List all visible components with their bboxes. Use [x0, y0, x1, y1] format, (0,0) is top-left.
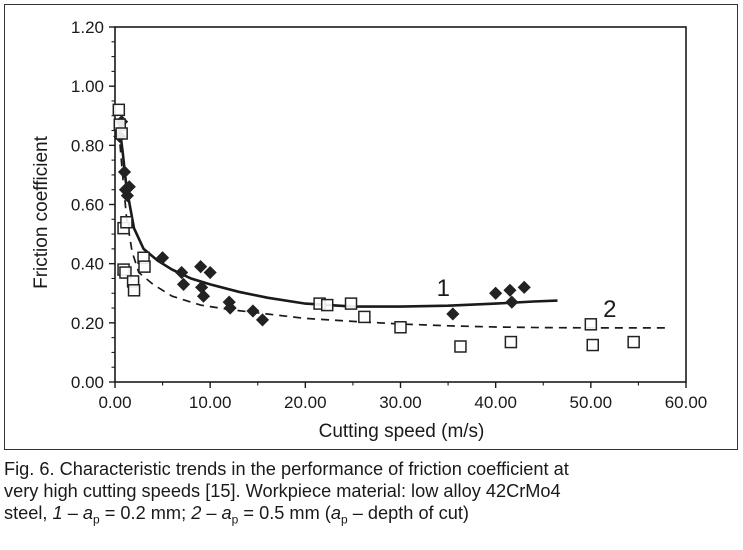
data-point-series-2: [119, 266, 132, 279]
caption-line-1: Fig. 6. Characteristic trends in the per…: [4, 459, 569, 479]
x-tick-label: 10.00: [189, 393, 232, 412]
series-annotation-2: 2: [603, 296, 616, 323]
data-point-series-1: [246, 304, 260, 318]
annotation-layer: 12: [437, 275, 617, 323]
data-point-series-1: [117, 165, 132, 179]
ticks-layer: 0.00 10.00 20.00 30.00 40.00 50.00 60.00 0.00 0.…: [71, 18, 707, 412]
data-point-series-2: [320, 298, 334, 312]
data-point-series-2: [138, 260, 151, 273]
data-point-series-1: [503, 283, 517, 297]
data-point-series-2: [454, 340, 467, 353]
data-point-series-1: [489, 286, 503, 300]
data-point-series-1: [196, 289, 211, 303]
data-point-series-2: [627, 335, 640, 349]
data-point-series-2: [115, 127, 128, 140]
data-point-series-2: [120, 216, 133, 229]
caption-ap-2-sub: p: [231, 512, 239, 527]
data-point-series-2: [112, 103, 126, 117]
data-point-series-2: [504, 335, 518, 349]
trend-line-series-2: [117, 130, 667, 329]
x-tick-label: 50.00: [570, 393, 613, 412]
x-tick-label: 30.00: [379, 393, 422, 412]
data-point-series-2: [584, 318, 598, 331]
data-point-series-2: [394, 321, 407, 334]
data-point-series-1: [255, 313, 270, 327]
caption-ap-2: a: [221, 503, 232, 523]
caption-line-2: very high cutting speeds [15]. Workpiece…: [4, 481, 561, 501]
caption-ap-3-sub: p: [340, 512, 348, 527]
x-tick-label: 60.00: [665, 393, 708, 412]
data-point-series-2: [358, 310, 371, 324]
figure-caption: Fig. 6. Characteristic trends in the per…: [4, 458, 739, 531]
caption-series-1-number: 1: [52, 503, 63, 523]
data-point-series-1: [203, 265, 217, 280]
data-point-series-1: [176, 277, 191, 291]
x-tick-label: 20.00: [284, 393, 327, 412]
data-point-series-1: [194, 260, 208, 274]
caption-ap-1: a: [82, 503, 94, 523]
trend-layer: [117, 121, 667, 329]
caption-series-2-number: 2: [191, 503, 202, 523]
x-tick-label: 0.00: [98, 393, 131, 412]
data-point-series-2: [344, 297, 358, 310]
data-point-series-1: [223, 301, 237, 315]
data-point-series-1: [120, 189, 134, 203]
y-tick-label: 0.20: [71, 314, 104, 333]
y-tick-label: 0.40: [71, 255, 104, 274]
y-tick-label: 0.00: [71, 373, 104, 392]
x-axis-label: Cutting speed (m/s): [319, 421, 485, 442]
caption-ap-1-sub: p: [93, 512, 100, 527]
data-point-series-1: [505, 295, 519, 309]
y-tick-label: 1.00: [71, 77, 104, 96]
y-tick-label: 0.80: [71, 136, 104, 155]
y-axis-label: Friction coefficient: [31, 135, 52, 288]
friction-coefficient-chart: 0.00 10.00 20.00 30.00 40.00 50.00 60.00 0.00 0.…: [31, 18, 707, 442]
caption-ap-3: a: [330, 503, 341, 523]
caption-value-2: = 0.5 mm (: [238, 503, 331, 523]
data-point-series-1: [175, 265, 189, 280]
x-tick-label: 40.00: [474, 393, 517, 412]
caption-dash-2: –: [201, 503, 222, 523]
data-point-series-2: [586, 338, 599, 352]
data-point-series-1: [156, 251, 170, 265]
data-point-series-1: [122, 180, 136, 194]
data-point-series-1: [446, 307, 460, 321]
caption-depth-of-cut: – depth of cut): [347, 503, 469, 523]
series-annotation-1: 1: [437, 275, 450, 302]
caption-value-1: = 0.2 mm;: [99, 503, 192, 523]
y-tick-label: 1.20: [71, 18, 104, 37]
trend-line-series-1: [117, 121, 558, 308]
points-layer: [112, 103, 640, 353]
data-point-series-1: [517, 280, 531, 294]
caption-dash-1: –: [62, 503, 83, 523]
y-tick-label: 0.60: [71, 196, 104, 215]
data-point-series-2: [127, 284, 141, 297]
caption-steel: steel,: [4, 503, 53, 523]
